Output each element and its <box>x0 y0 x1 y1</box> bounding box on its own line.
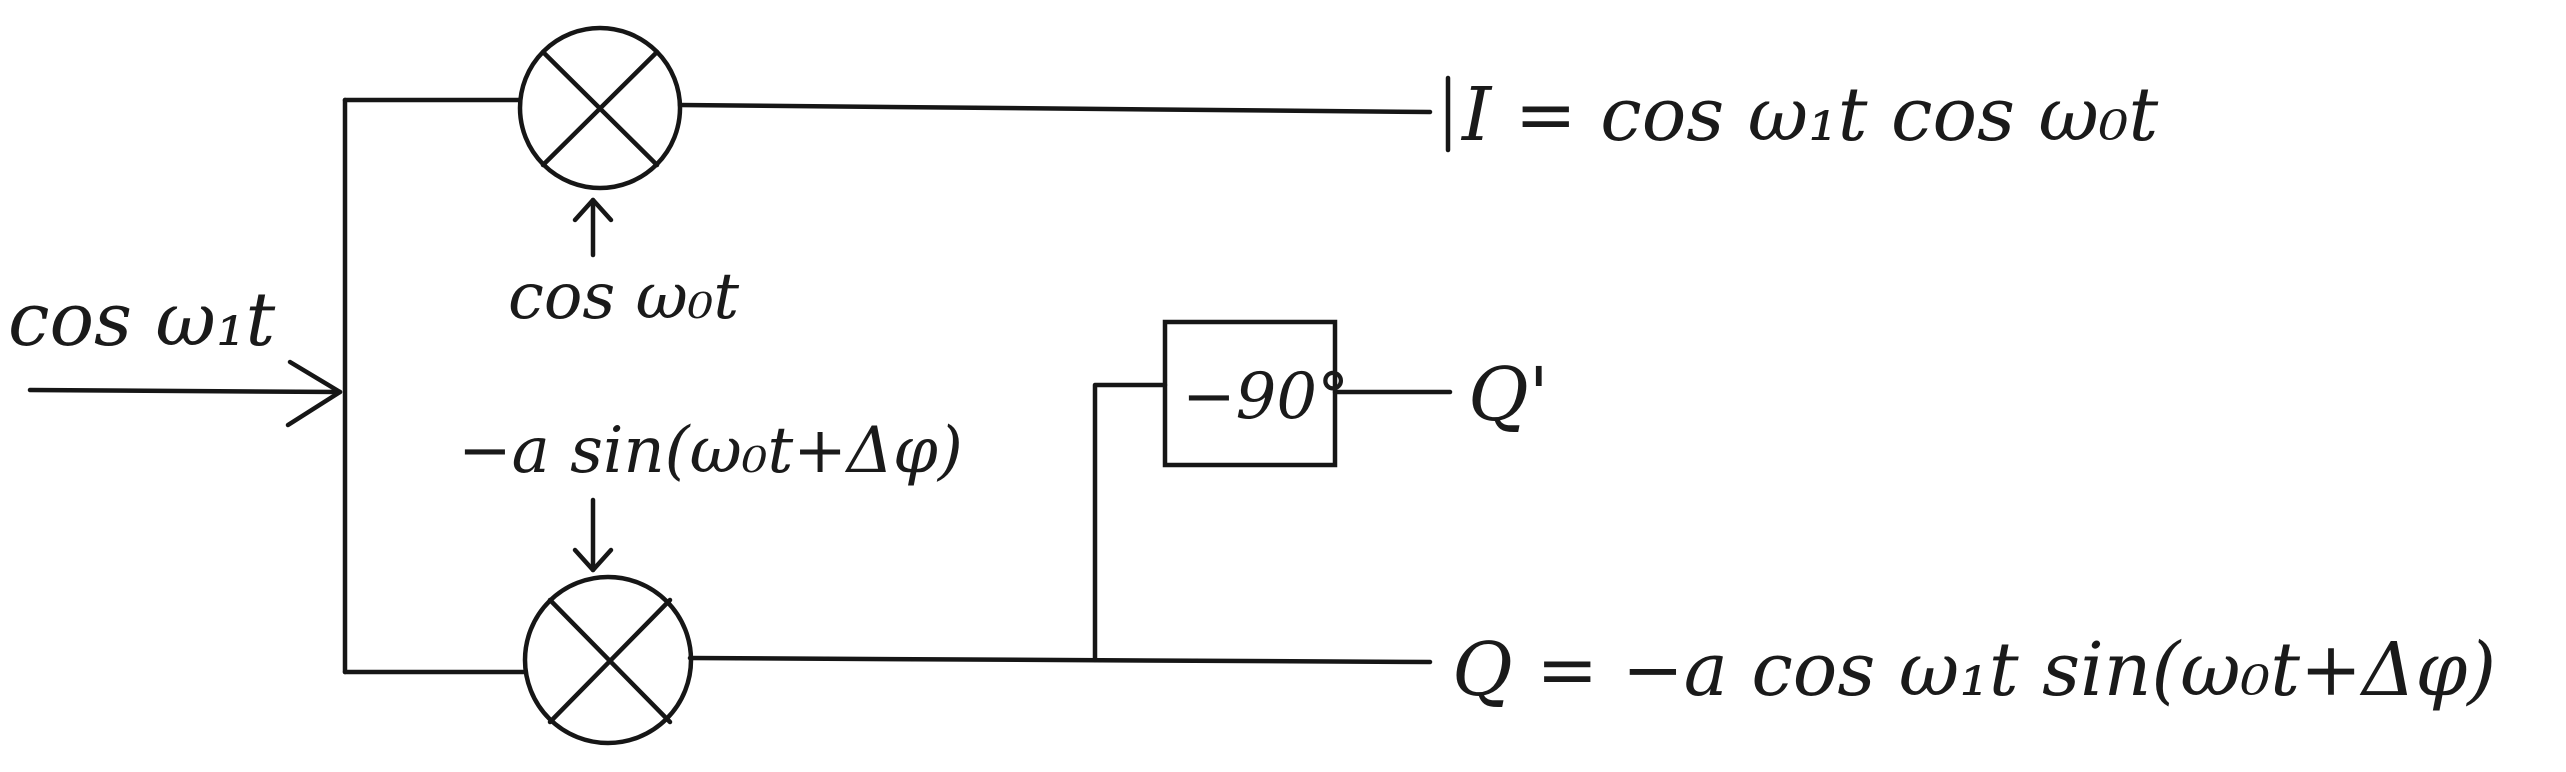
phase-shifter-label: −90° <box>1182 360 1349 434</box>
phase-shifter-feed-wire <box>1092 382 1168 663</box>
top-lo-label: cos ω₀t <box>508 260 739 334</box>
i-output-wire <box>677 102 1433 115</box>
bottom-lo-label: −a sin(ω₀t+Δφ) <box>458 414 963 488</box>
bottom-mixer <box>522 574 694 746</box>
i-output-label: I = cos ω₁t cos ω₀t <box>1460 72 2159 158</box>
q-output-label: Q = −a cos ω₁t sin(ω₀t+Δφ) <box>1452 627 2496 713</box>
top-mixer <box>517 25 683 191</box>
q-output-wire <box>687 655 1433 665</box>
q-prime-output-label: Q' <box>1468 352 1549 438</box>
top-lo-arrow <box>572 197 614 258</box>
bottom-lo-arrow <box>572 497 614 573</box>
input-label: cos ω₁t <box>8 277 276 363</box>
input-arrow <box>27 359 343 428</box>
